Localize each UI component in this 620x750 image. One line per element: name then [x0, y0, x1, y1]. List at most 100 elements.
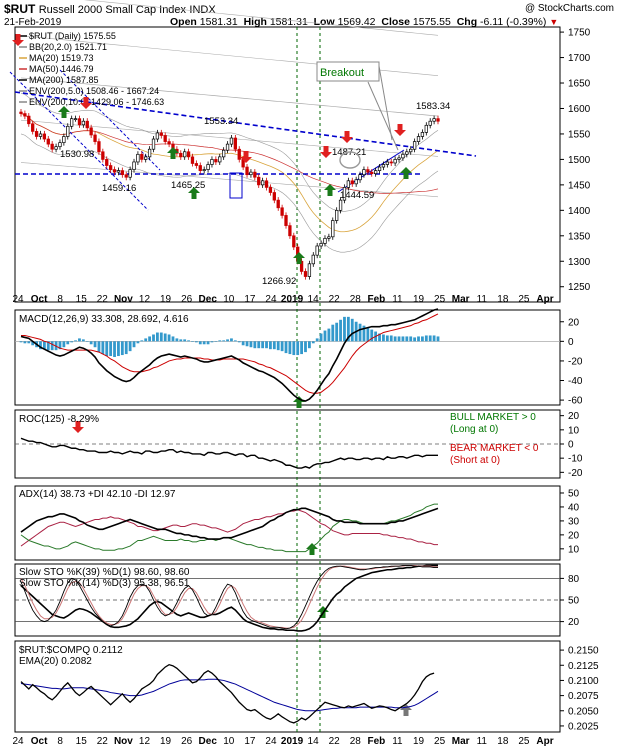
symbol: $RUT [4, 2, 36, 16]
macd-histogram-bar [350, 318, 354, 342]
candle [54, 143, 58, 153]
x-tick-label: Nov [114, 736, 133, 747]
candle [276, 197, 280, 211]
price-label: 1444.59 [340, 190, 374, 201]
buy-signal-arrow-icon [58, 106, 70, 118]
macd-histogram-bar [272, 341, 276, 350]
x-tick-label: Oct [31, 294, 48, 305]
candle-body [335, 209, 339, 221]
panel-frame-0 [14, 26, 561, 303]
candle [288, 222, 292, 239]
candle-body [77, 118, 82, 126]
candle-body [253, 171, 257, 178]
candle-body [416, 136, 421, 142]
price-label: 1583.34 [416, 101, 450, 112]
x-tick-label: 11 [477, 294, 488, 305]
macd-histogram-bar [385, 335, 389, 342]
macd-histogram-bar [46, 341, 50, 351]
high-value: 1581.31 [269, 16, 308, 28]
y-tick-label: -20 [568, 468, 583, 479]
candle-body [307, 263, 312, 277]
high-label: High [243, 16, 267, 28]
x-tick-label: 11 [477, 736, 488, 747]
candle-body [272, 192, 276, 201]
buy-signal-arrow-icon [293, 252, 305, 264]
candle [272, 189, 276, 204]
macd-histogram-bar [397, 336, 401, 342]
candle [202, 166, 206, 174]
candle [73, 115, 78, 122]
candle [108, 162, 113, 173]
candle-body [163, 135, 167, 142]
y-tick-label: 0.2075 [568, 691, 599, 702]
candle [159, 129, 163, 139]
y-tick-label: 0.2100 [568, 676, 599, 687]
y-tick-label: 0 [568, 440, 574, 451]
candle-body [50, 143, 54, 150]
candle [120, 167, 124, 178]
env5-lower-line [20, 119, 439, 157]
y-tick-label: 20 [568, 617, 580, 628]
legend-entry: MA(200) 1587.85 [29, 75, 99, 85]
x-tick-label: 25 [434, 294, 446, 305]
candle [428, 118, 432, 129]
y-tick-label: 50 [568, 596, 580, 607]
y-tick-label: 1700 [568, 53, 591, 64]
candle-body [268, 187, 273, 193]
candle-body [249, 171, 253, 176]
y-tick-label: 20 [568, 317, 580, 328]
bull-market-note: BULL MARKET > 0 [450, 412, 536, 423]
candle [62, 133, 66, 146]
buy-signal-arrow-icon [167, 147, 179, 159]
chg-value: -6.11 (-0.39%) [480, 16, 547, 28]
ratio-signal-arrow-icon [400, 704, 412, 716]
price-label: 1530.98 [60, 149, 94, 160]
x-tick-label: Apr [536, 736, 553, 747]
x-tick-label: Nov [114, 294, 133, 305]
candle-body [405, 151, 409, 155]
candle-body [183, 151, 187, 158]
sto-14-k-line [20, 564, 438, 630]
candle [128, 166, 132, 181]
price-label: 1459.16 [102, 183, 136, 194]
candle [299, 258, 304, 275]
macd-histogram-bar [74, 340, 77, 342]
candle [335, 207, 339, 224]
panel-frame-5 [14, 640, 561, 733]
x-tick-label: Dec [199, 294, 218, 305]
y-tick-label: 30 [568, 516, 580, 527]
y-tick-label: 0.2025 [568, 721, 599, 732]
candle [190, 153, 195, 167]
legend-entry: BB(20,2.0) 1521.71 [29, 42, 107, 52]
adx-line [20, 507, 439, 540]
macd-histogram-bar [23, 341, 27, 344]
macd-histogram-bar [39, 341, 42, 350]
candle-body [342, 187, 347, 201]
macd-histogram-bar [237, 341, 241, 343]
candle-body [327, 236, 331, 239]
bull-market-subnote: (Long at 0) [450, 424, 498, 435]
candle [260, 177, 265, 188]
candle [214, 156, 218, 166]
candle-body [315, 245, 319, 256]
y-tick-label: 1300 [568, 257, 591, 268]
candle [257, 174, 261, 188]
candle [77, 115, 82, 128]
candle [116, 167, 121, 176]
candle [370, 169, 374, 177]
candle [136, 151, 140, 166]
macd-histogram-bar [187, 340, 190, 342]
candle-body [120, 170, 124, 176]
candle [315, 242, 319, 259]
x-tick-label: 24 [265, 294, 277, 305]
candle-body [311, 254, 315, 265]
candle-body [393, 159, 397, 164]
candle-body [299, 260, 304, 272]
x-tick-label: 22 [329, 736, 341, 747]
macd-histogram-bar [93, 341, 97, 348]
y-tick-label: -40 [568, 376, 583, 387]
sell-signal-arrow-icon [72, 421, 84, 433]
macd-histogram-bar [27, 341, 31, 344]
sto-title-1: Slow STO %K(39) %D(1) 98.60, 98.60 [19, 567, 190, 578]
